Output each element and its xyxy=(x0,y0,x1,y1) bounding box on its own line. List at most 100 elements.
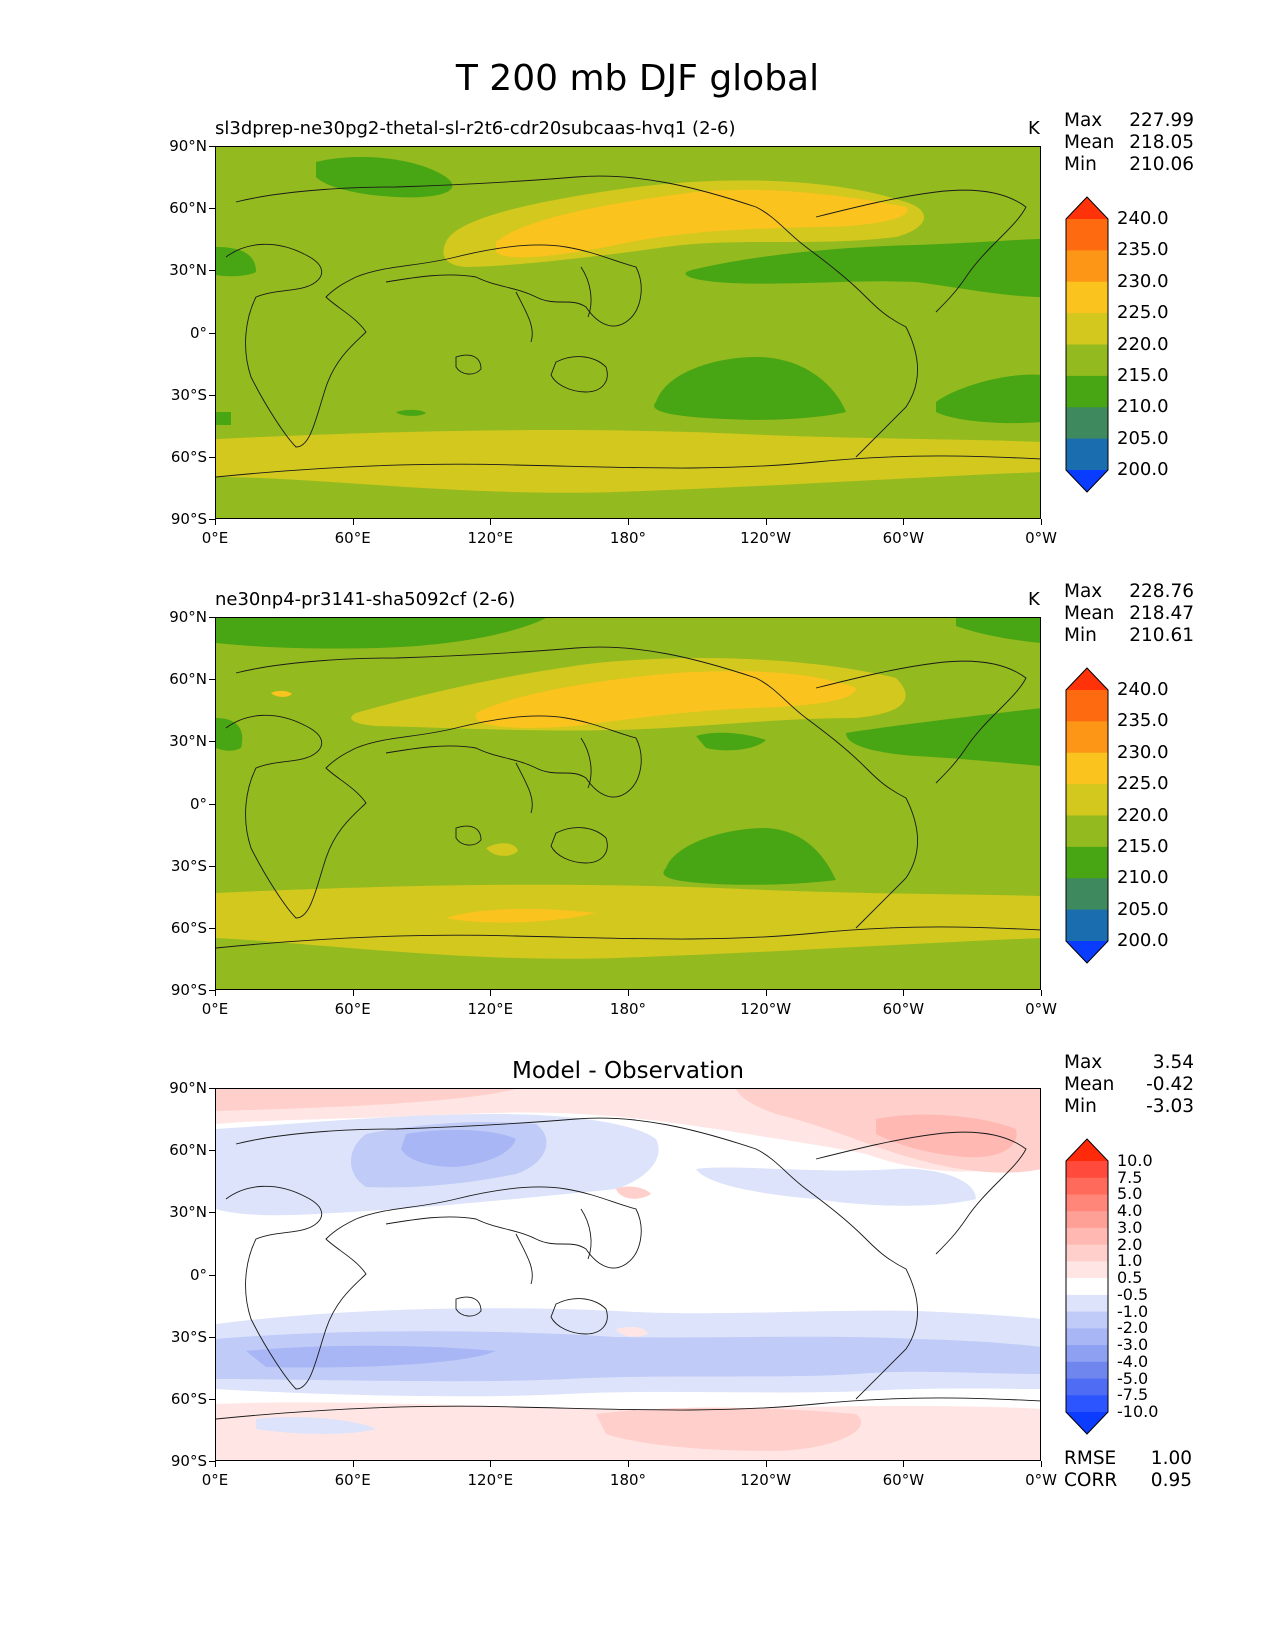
min-value: 210.06 xyxy=(1129,154,1194,175)
colorbar-tick-label: 230.0 xyxy=(1117,270,1169,292)
lon-tick-mark xyxy=(765,519,767,525)
colorbar-segment xyxy=(1066,1294,1108,1313)
colorbar-outline xyxy=(1065,1138,1109,1435)
lon-tick-mark xyxy=(1041,1461,1042,1467)
positive-region xyxy=(616,1186,651,1199)
colorbar-segment xyxy=(1066,438,1108,471)
negative-region xyxy=(256,1417,376,1434)
panel-title: sl3dprep-ne30pg2-thetal-sl-r2t6-cdr20sub… xyxy=(215,118,736,139)
colorbar xyxy=(1065,667,1109,964)
colorbar-segment xyxy=(1066,815,1108,848)
min-label: Min xyxy=(1064,154,1097,175)
colorbar-tick-label: 2.0 xyxy=(1117,1234,1143,1254)
cool-region xyxy=(316,157,453,198)
lat-tick-label: 60°N xyxy=(169,1141,207,1160)
lon-tick-mark xyxy=(628,990,629,996)
cool-region xyxy=(396,409,426,416)
colorbar-segment xyxy=(1066,1311,1108,1329)
colorbar-outline xyxy=(1065,667,1109,964)
colorbar-tick-label: 240.0 xyxy=(1117,679,1169,700)
lat-tick-label: 0° xyxy=(189,323,207,342)
panel-difference: Model - Observation Max 3.54 Mean -0.42 Mi… xyxy=(0,1052,1275,1530)
cool-region xyxy=(663,828,836,885)
lat-tick-mark xyxy=(209,394,215,396)
lon-tick-mark xyxy=(352,990,354,996)
negative-region xyxy=(246,1345,496,1368)
lat-tick-label: 60°S xyxy=(170,447,207,466)
lat-tick-mark xyxy=(209,1398,215,1400)
lat-tick-mark xyxy=(209,270,215,272)
lat-tick-mark xyxy=(209,803,215,805)
colorbar-segment xyxy=(1066,1345,1108,1363)
colorbar-tick-label: 205.0 xyxy=(1117,898,1169,920)
lon-tick-label: 120°W xyxy=(740,1000,792,1018)
colorbar-segment xyxy=(1066,1328,1108,1346)
colorbar-tick-label: 4.0 xyxy=(1117,1201,1143,1221)
lon-tick-label: 0°W xyxy=(1025,1471,1057,1489)
cool-region xyxy=(216,718,243,751)
colorbar-tick-label: 200.0 xyxy=(1117,459,1169,480)
colorbar-segment xyxy=(1066,1378,1108,1396)
colorbar-tick-label: 215.0 xyxy=(1117,364,1169,386)
mean-value: -0.42 xyxy=(1146,1074,1194,1095)
lon-tick-mark xyxy=(1041,990,1042,996)
mean-value: 218.05 xyxy=(1129,132,1194,153)
colorbar-tick-label: -2.0 xyxy=(1117,1318,1149,1338)
lat-tick-mark xyxy=(209,456,215,458)
positive-region xyxy=(216,1089,516,1111)
colorbar-segment xyxy=(1066,909,1108,942)
coastlines xyxy=(216,175,1040,478)
colorbar-segment xyxy=(1066,846,1108,879)
colorbar-tick-label: 225.0 xyxy=(1117,302,1169,324)
colorbar-tick-label: -7.5 xyxy=(1117,1385,1149,1405)
lat-tick-label: 90°N xyxy=(169,1079,207,1097)
max-value: 3.54 xyxy=(1152,1052,1194,1073)
lon-tick-label: 0°W xyxy=(1025,529,1057,547)
rmse-value: 1.00 xyxy=(1150,1448,1192,1469)
lon-tick-mark xyxy=(765,990,767,996)
lon-tick-label: 60°W xyxy=(882,1471,925,1489)
lon-tick-label: 60°W xyxy=(882,1000,925,1018)
mean-label: Mean xyxy=(1064,132,1115,153)
lon-tick-mark xyxy=(490,1461,492,1467)
lat-tick-label: 90°S xyxy=(170,510,207,528)
lat-tick-mark xyxy=(209,332,215,334)
lat-tick-label: 60°N xyxy=(169,199,207,218)
cool-region xyxy=(216,412,231,425)
stats-box: Max 228.76 Mean 218.47 Min 210.61 xyxy=(1064,581,1194,647)
coastlines xyxy=(216,646,1040,949)
warm-region xyxy=(216,884,1040,959)
corr-value: 0.95 xyxy=(1150,1470,1192,1491)
colorbar-extend-max xyxy=(1066,1139,1108,1161)
lon-tick-label: 60°E xyxy=(334,1000,371,1018)
colorbar-segment xyxy=(1066,721,1108,754)
colorbar-tick-label: 215.0 xyxy=(1117,835,1169,857)
lon-tick-mark xyxy=(215,990,216,996)
lat-tick-mark xyxy=(209,1336,215,1338)
panel-model: sl3dprep-ne30pg2-thetal-sl-r2t6-cdr20sub… xyxy=(0,110,1275,588)
colorbar-segment xyxy=(1066,250,1108,283)
lon-tick-mark xyxy=(490,990,492,996)
colorbar-tick-label: 0.5 xyxy=(1117,1268,1143,1288)
min-label: Min xyxy=(1064,625,1097,646)
colorbar-extend-min xyxy=(1066,470,1108,492)
max-label: Max xyxy=(1064,1052,1103,1073)
temperature-field-map xyxy=(216,618,1040,989)
colorbar-tick-label: -0.5 xyxy=(1117,1284,1149,1304)
lat-tick-mark xyxy=(209,990,215,991)
max-value: 228.76 xyxy=(1129,581,1194,602)
lon-tick-mark xyxy=(352,519,354,525)
lon-tick-mark xyxy=(215,519,216,525)
cool-region xyxy=(216,247,256,277)
lat-tick-mark xyxy=(209,927,215,929)
lon-tick-mark xyxy=(215,1461,216,1467)
lat-tick-label: 30°S xyxy=(170,385,207,404)
map-plot xyxy=(215,617,1041,990)
lon-tick-label: 120°E xyxy=(467,529,514,547)
lon-tick-mark xyxy=(628,519,629,525)
lon-tick-mark xyxy=(628,1461,629,1467)
mean-label: Mean xyxy=(1064,1074,1115,1095)
colorbar-tick-label: 1.0 xyxy=(1117,1251,1143,1271)
colorbar-tick-label: 220.0 xyxy=(1117,333,1169,355)
lat-tick-label: 30°N xyxy=(169,732,207,751)
